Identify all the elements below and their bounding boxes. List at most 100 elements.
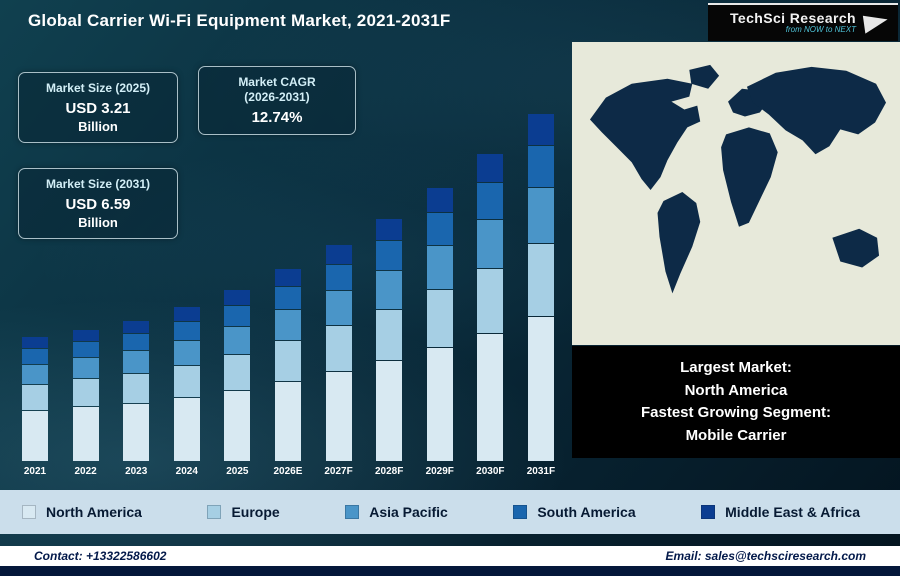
bar-segment [477, 220, 504, 268]
stat-value: 12.74% [251, 109, 303, 126]
bar-segment [527, 244, 554, 316]
x-axis-label: 2021 [23, 466, 47, 477]
bar-segment [325, 245, 352, 264]
bar-segment [325, 291, 352, 325]
legend-label: North America [46, 504, 142, 520]
bar-column-2026E: 2026E [265, 110, 311, 478]
bar-segment [477, 154, 504, 182]
x-axis-label: 2026E [273, 466, 303, 477]
bar-column-2023: 2023 [113, 110, 159, 478]
page-title: Global Carrier Wi-Fi Equipment Market, 2… [28, 11, 451, 30]
callout-line: Fastest Growing Segment: [640, 404, 832, 421]
paper-plane-icon [862, 12, 890, 34]
bar-2028F [376, 219, 403, 461]
bar-2022 [72, 330, 99, 461]
bar-segment [72, 330, 99, 341]
legend-label: Middle East & Africa [725, 504, 860, 520]
bar-2021 [22, 337, 48, 461]
bar-segment [527, 188, 554, 243]
bar-segment [426, 213, 453, 245]
x-axis-label: 2025 [226, 466, 249, 477]
world-map [572, 42, 900, 345]
bar-segment [123, 404, 150, 461]
legend-swatch [207, 505, 222, 519]
bar-segment [22, 337, 48, 348]
bar-segment [274, 310, 301, 340]
bar-2026E [274, 269, 301, 461]
bar-column-2021: 2021 [12, 110, 58, 478]
bar-2031F [527, 114, 554, 461]
x-axis-label: 2028F [374, 466, 404, 477]
bar-segment [224, 327, 251, 354]
bar-segment [22, 385, 48, 410]
legend-label: South America [537, 504, 636, 520]
stat-label: Market Size (2025) [45, 81, 151, 95]
legend-item: Middle East & Africa [701, 504, 860, 520]
legend-label: Europe [231, 504, 280, 520]
logo-name: TechSci Research [730, 10, 856, 27]
stat-sublabel: (2026-2031) [244, 90, 310, 104]
bar-segment [72, 342, 99, 357]
x-axis-label: 2027F [324, 466, 353, 477]
bar-column-2027F: 2027F [316, 110, 362, 478]
bar-2027F [325, 245, 352, 461]
stat-label: Market Size (2031) [45, 177, 151, 191]
bar-segment [72, 407, 99, 461]
logo-text: TechSci Research from NOW to NEXT [730, 11, 856, 34]
bar-segment [224, 290, 251, 305]
chart-legend: North America Europe Asia Pacific South Ame… [0, 490, 900, 534]
bar-column-2022: 2022 [63, 110, 109, 478]
world-map-panel [572, 42, 900, 345]
bar-segment [376, 219, 403, 240]
bar-segment [224, 355, 251, 390]
bar-2024 [173, 307, 200, 461]
bar-segment [274, 269, 301, 286]
bar-segment [22, 411, 48, 461]
legend-item: South America [513, 504, 636, 520]
bar-segment [173, 341, 200, 365]
bar-column-2025: 2025 [214, 110, 260, 478]
bar-segment [123, 321, 150, 333]
legend-swatch [22, 505, 36, 519]
bar-segment [325, 372, 352, 461]
bar-segment [72, 379, 99, 406]
bar-segment [274, 341, 301, 381]
bar-segment [527, 317, 554, 461]
x-axis-label: 2022 [74, 466, 97, 477]
stat-unit: Billion [78, 215, 118, 230]
bar-segment [173, 366, 200, 397]
logo-tagline: from NOW to NEXT [785, 25, 856, 35]
legend-item: Europe [207, 504, 280, 520]
bar-segment [426, 188, 453, 212]
bar-2023 [123, 321, 150, 461]
bar-segment [527, 114, 554, 145]
legend-swatch [345, 505, 360, 519]
bar-segment [426, 290, 453, 347]
legend-swatch [513, 505, 528, 519]
x-axis-label: 2031F [526, 466, 556, 477]
bar-segment [123, 374, 150, 403]
bar-segment [224, 391, 251, 461]
bar-segment [325, 326, 352, 371]
bar-segment [274, 287, 301, 309]
footer-bar [0, 566, 900, 576]
bar-segment [477, 183, 504, 219]
x-axis-label: 2030F [476, 466, 505, 477]
bar-segment [123, 334, 150, 350]
techsci-logo: TechSci Research from NOW to NEXT [708, 3, 898, 41]
market-size-2031-box: Market Size (2031) USD 6.59 Billion [18, 168, 178, 239]
stat-label: Market CAGR [238, 75, 316, 89]
bar-segment [376, 361, 403, 461]
bar-2029F [426, 188, 453, 461]
callout-line: Mobile Carrier [685, 426, 787, 444]
bar-segment [527, 146, 554, 187]
bar-column-2030F: 2030F [467, 110, 513, 478]
bar-column-2029F: 2029F [417, 110, 463, 478]
contact-email: Email: sales@techsciresearch.com [665, 549, 866, 563]
stat-unit: Billion [78, 119, 118, 134]
bar-column-2024: 2024 [164, 110, 210, 478]
bar-segment [22, 365, 48, 384]
bar-segment [173, 307, 200, 321]
x-axis-label: 2029F [425, 466, 454, 477]
